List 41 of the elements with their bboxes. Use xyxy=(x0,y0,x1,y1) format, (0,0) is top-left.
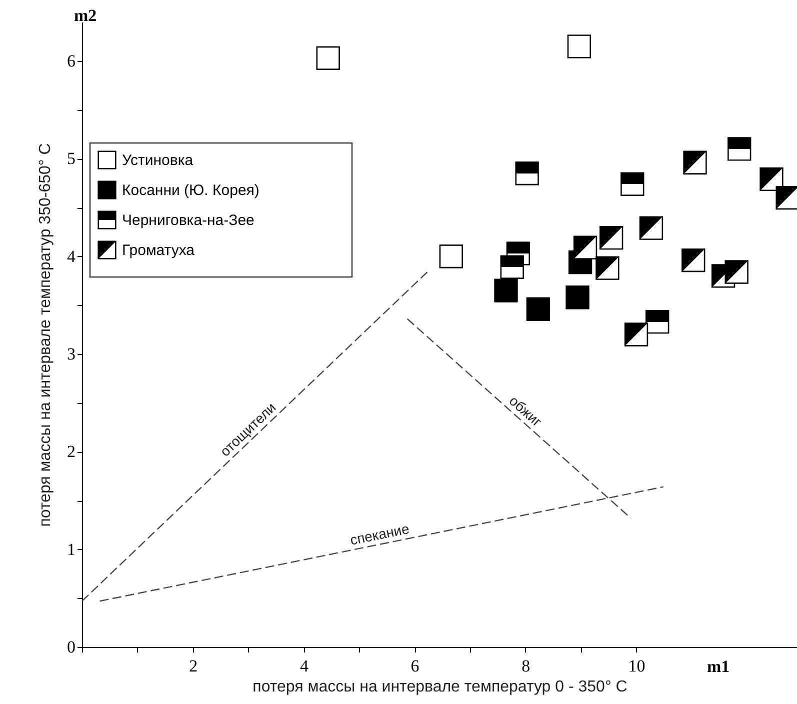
text: m1 xyxy=(707,657,730,676)
x-tick-label: 10 xyxy=(628,656,646,676)
y-tick-label: 1 xyxy=(67,540,76,559)
point xyxy=(526,297,550,321)
point xyxy=(645,310,670,334)
point xyxy=(494,278,518,302)
point xyxy=(567,34,592,58)
y-tick-label: 6 xyxy=(67,52,76,71)
point xyxy=(724,260,748,284)
point xyxy=(624,322,648,346)
point xyxy=(760,167,784,192)
point xyxy=(515,162,539,186)
point xyxy=(573,236,598,260)
point xyxy=(620,172,644,196)
annotation: m2 xyxy=(74,6,97,25)
point xyxy=(596,256,620,280)
legend-label: Косанни (Ю. Корея) xyxy=(122,182,260,199)
x-tick-label: 4 xyxy=(300,656,309,676)
y-tick-label: 2 xyxy=(67,442,76,462)
point xyxy=(599,226,624,250)
point xyxy=(439,244,463,268)
point xyxy=(683,150,707,174)
y-tick-label: 5 xyxy=(67,149,76,168)
legend-label: Черниговка-на-Зее xyxy=(122,212,254,229)
point xyxy=(682,248,706,272)
x-tick-label: 2 xyxy=(189,656,198,676)
legend-label: Устиновка xyxy=(122,152,194,169)
point xyxy=(639,216,664,240)
point xyxy=(728,137,752,161)
x-tick-label: 6 xyxy=(410,656,420,676)
legend-label: Громатуха xyxy=(122,242,196,259)
y-axis-title: потеря массы на интервале температур 350-650° C xyxy=(37,143,54,527)
y-tick-label: 0 xyxy=(67,638,76,656)
point xyxy=(566,286,590,310)
point xyxy=(500,255,524,279)
y-tick-label: 3 xyxy=(67,344,76,364)
y-tick-label: 4 xyxy=(67,246,76,266)
point xyxy=(316,46,340,70)
x-tick-label: 8 xyxy=(522,656,530,676)
text: спекание xyxy=(348,520,411,548)
x-axis-title: потеря массы на интервале температур 0 - 350° C xyxy=(252,678,628,696)
